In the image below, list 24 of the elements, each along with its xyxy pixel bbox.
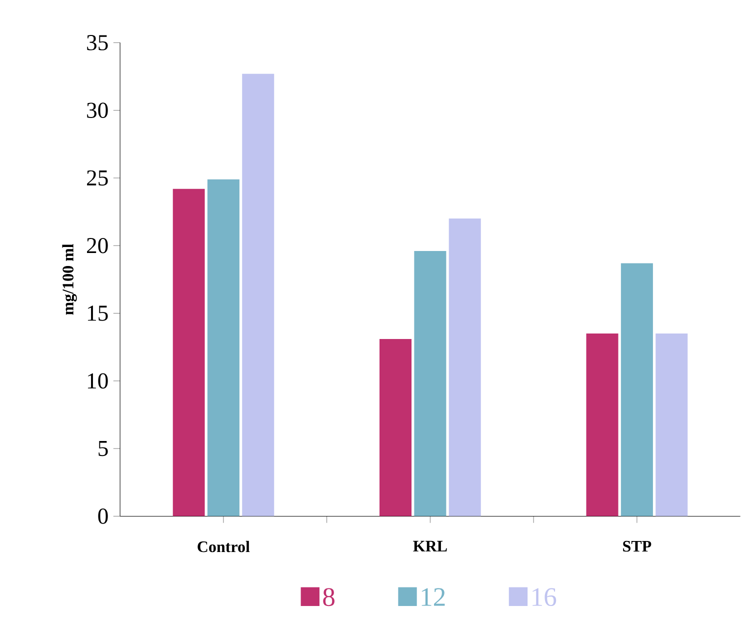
y-tick-label: 10 (88, 373, 108, 388)
y-tick-label: 5 (98, 440, 108, 456)
legend-label: 8 (323, 588, 334, 606)
y-axis-title: mg/100 ml (62, 244, 77, 315)
y-tick-label: 30 (87, 102, 108, 118)
x-tick-label: Control (198, 540, 250, 552)
y-tick-label: 25 (87, 170, 108, 186)
bar (380, 338, 412, 516)
x-tick-label: KRL (413, 540, 447, 552)
legend-label: 16 (532, 588, 556, 606)
legend-label: 12 (422, 588, 445, 606)
bar (207, 179, 240, 516)
bar (172, 188, 205, 516)
bar (620, 263, 653, 516)
bar (242, 74, 274, 516)
y-tick-label: 15 (88, 306, 108, 321)
bar (448, 218, 481, 516)
bar (414, 250, 446, 516)
bar (656, 333, 688, 516)
bar (586, 333, 618, 516)
y-tick-label: 20 (87, 238, 108, 254)
y-tick-label: 0 (98, 508, 108, 524)
x-tick-label: STP (623, 540, 652, 552)
y-tick-label: 35 (87, 34, 108, 50)
